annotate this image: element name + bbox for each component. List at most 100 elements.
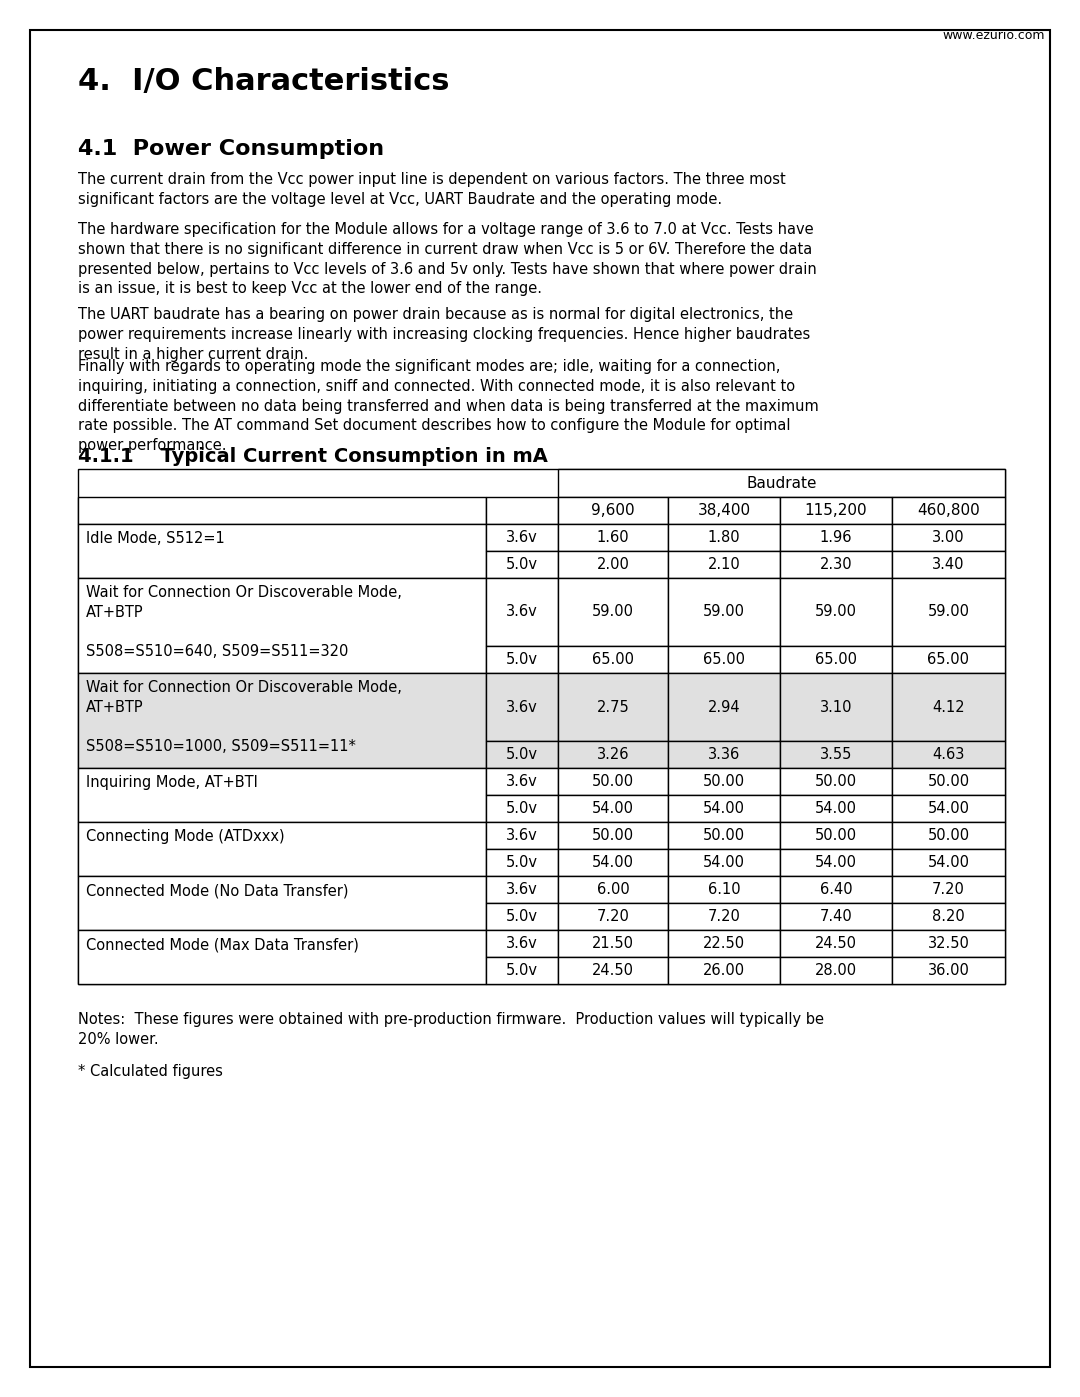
Bar bbox=[669, 768, 780, 795]
Text: 3.6v: 3.6v bbox=[507, 529, 538, 545]
Bar bbox=[558, 957, 669, 983]
Text: Finally with regards to operating mode the significant modes are; idle, waiting : Finally with regards to operating mode t… bbox=[78, 359, 819, 453]
Bar bbox=[780, 795, 892, 821]
Bar bbox=[669, 550, 780, 578]
Bar bbox=[486, 740, 558, 768]
Bar bbox=[558, 578, 669, 645]
Bar bbox=[892, 645, 1005, 673]
Text: 54.00: 54.00 bbox=[703, 800, 745, 816]
Text: 7.40: 7.40 bbox=[820, 909, 852, 923]
Bar bbox=[892, 740, 1005, 768]
Text: 6.10: 6.10 bbox=[707, 882, 740, 897]
Text: Inquiring Mode, AT+BTI: Inquiring Mode, AT+BTI bbox=[86, 775, 258, 789]
Bar bbox=[780, 876, 892, 902]
Bar bbox=[486, 821, 558, 849]
Text: 54.00: 54.00 bbox=[592, 855, 634, 870]
Text: 65.00: 65.00 bbox=[928, 652, 970, 666]
Text: 4.12: 4.12 bbox=[932, 700, 964, 714]
Bar bbox=[780, 957, 892, 983]
Bar bbox=[892, 876, 1005, 902]
Bar bbox=[669, 795, 780, 821]
Text: 59.00: 59.00 bbox=[928, 605, 970, 619]
Text: 3.10: 3.10 bbox=[820, 700, 852, 714]
Bar bbox=[558, 795, 669, 821]
Text: 59.00: 59.00 bbox=[592, 605, 634, 619]
Bar bbox=[892, 524, 1005, 550]
Bar bbox=[780, 673, 892, 740]
Text: 460,800: 460,800 bbox=[917, 503, 980, 518]
Text: 3.6v: 3.6v bbox=[507, 882, 538, 897]
Text: 38,400: 38,400 bbox=[698, 503, 751, 518]
Text: 5.0v: 5.0v bbox=[507, 963, 538, 978]
Text: 32.50: 32.50 bbox=[928, 936, 970, 951]
Bar bbox=[486, 876, 558, 902]
Text: 2.75: 2.75 bbox=[596, 700, 630, 714]
Bar bbox=[669, 957, 780, 983]
Text: 3.6v: 3.6v bbox=[507, 605, 538, 619]
Bar bbox=[892, 930, 1005, 957]
Text: 8.20: 8.20 bbox=[932, 909, 964, 923]
Text: 50.00: 50.00 bbox=[928, 774, 970, 789]
Bar bbox=[780, 550, 892, 578]
Bar bbox=[892, 550, 1005, 578]
Text: 28.00: 28.00 bbox=[815, 963, 858, 978]
Text: 5.0v: 5.0v bbox=[507, 909, 538, 923]
Text: 65.00: 65.00 bbox=[815, 652, 858, 666]
Text: Idle Mode, S512=1: Idle Mode, S512=1 bbox=[86, 531, 225, 546]
Text: 5.0v: 5.0v bbox=[507, 747, 538, 761]
Bar bbox=[669, 524, 780, 550]
Bar bbox=[892, 902, 1005, 930]
Bar bbox=[780, 902, 892, 930]
Bar bbox=[486, 795, 558, 821]
Bar bbox=[780, 930, 892, 957]
Text: 54.00: 54.00 bbox=[815, 800, 858, 816]
Bar bbox=[892, 673, 1005, 740]
Text: 2.94: 2.94 bbox=[707, 700, 740, 714]
Text: 2.10: 2.10 bbox=[707, 557, 741, 571]
Text: 1.60: 1.60 bbox=[596, 529, 630, 545]
Text: 50.00: 50.00 bbox=[703, 774, 745, 789]
Bar bbox=[558, 876, 669, 902]
Text: 54.00: 54.00 bbox=[815, 855, 858, 870]
Bar bbox=[486, 497, 558, 524]
Text: 115,200: 115,200 bbox=[805, 503, 867, 518]
Bar bbox=[892, 821, 1005, 849]
Bar bbox=[669, 497, 780, 524]
Text: 3.6v: 3.6v bbox=[507, 828, 538, 842]
Bar bbox=[669, 930, 780, 957]
Bar bbox=[486, 849, 558, 876]
Text: 9,600: 9,600 bbox=[591, 503, 635, 518]
Bar bbox=[558, 550, 669, 578]
Text: 65.00: 65.00 bbox=[592, 652, 634, 666]
Bar bbox=[669, 902, 780, 930]
Bar bbox=[486, 578, 558, 645]
Bar bbox=[780, 497, 892, 524]
Text: 4.1.1    Typical Current Consumption in mA: 4.1.1 Typical Current Consumption in mA bbox=[78, 447, 548, 467]
Text: 3.00: 3.00 bbox=[932, 529, 964, 545]
Text: 50.00: 50.00 bbox=[815, 828, 858, 842]
Text: Connecting Mode (ATDxxx): Connecting Mode (ATDxxx) bbox=[86, 828, 285, 844]
Text: 5.0v: 5.0v bbox=[507, 652, 538, 666]
Bar bbox=[669, 645, 780, 673]
Text: 3.40: 3.40 bbox=[932, 557, 964, 571]
Text: 3.6v: 3.6v bbox=[507, 700, 538, 714]
Text: www.ezurio.com: www.ezurio.com bbox=[943, 29, 1045, 42]
Bar bbox=[558, 524, 669, 550]
Bar bbox=[78, 821, 486, 876]
Bar bbox=[78, 524, 486, 578]
Bar bbox=[558, 740, 669, 768]
Text: 3.55: 3.55 bbox=[820, 747, 852, 761]
Bar bbox=[780, 578, 892, 645]
Bar bbox=[892, 497, 1005, 524]
Text: 50.00: 50.00 bbox=[592, 774, 634, 789]
Bar bbox=[486, 957, 558, 983]
Bar bbox=[780, 645, 892, 673]
Bar bbox=[892, 578, 1005, 645]
Bar bbox=[780, 740, 892, 768]
Text: 6.40: 6.40 bbox=[820, 882, 852, 897]
Bar bbox=[78, 876, 486, 930]
Bar bbox=[780, 768, 892, 795]
Bar bbox=[78, 673, 486, 768]
Text: The current drain from the Vcc power input line is dependent on various factors.: The current drain from the Vcc power inp… bbox=[78, 172, 786, 207]
Text: 54.00: 54.00 bbox=[592, 800, 634, 816]
